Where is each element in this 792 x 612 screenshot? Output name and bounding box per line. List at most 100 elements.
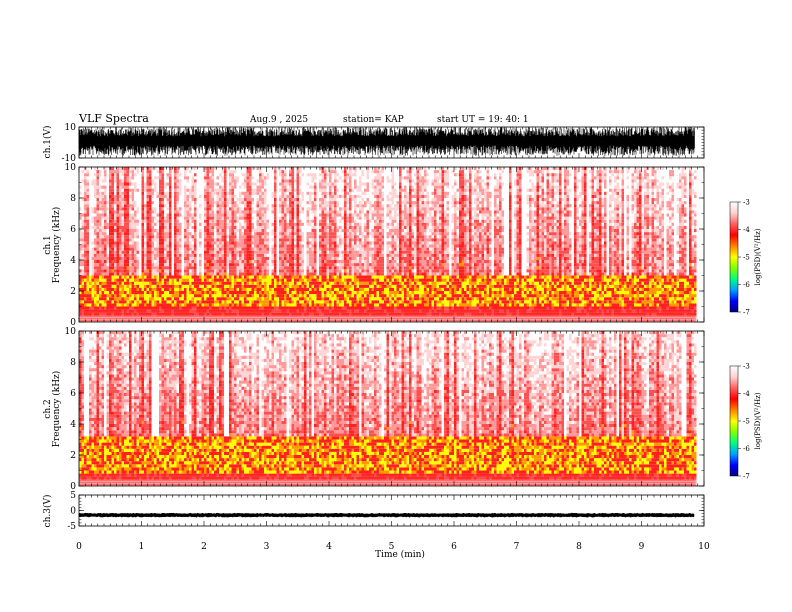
spectrogram-cell (86, 229, 89, 233)
spectrogram-cell (284, 173, 287, 177)
spectrogram-cell (141, 182, 144, 186)
spectrogram-cell (251, 266, 254, 270)
spectrogram-cell (94, 207, 97, 211)
spectrogram-cell (351, 229, 354, 233)
spectrogram-cell (279, 219, 282, 223)
spectrogram-cell (319, 198, 322, 202)
spectrogram-cell (289, 213, 292, 217)
spectrogram-cell (334, 176, 337, 180)
spectrogram-cell (299, 260, 302, 264)
spectrogram-cell (259, 287, 262, 291)
spectrogram-cell (366, 278, 369, 282)
spectrogram-cell (121, 198, 124, 202)
spectrogram-cell (79, 185, 82, 189)
spectrogram-cell (184, 204, 187, 208)
spectrogram-cell (244, 232, 247, 236)
spectrogram-cell (241, 241, 244, 245)
spectrogram-cell (301, 275, 304, 279)
spectrogram-cell (274, 235, 277, 239)
spectrogram-cell (281, 204, 284, 208)
spectrogram-cell (359, 278, 362, 282)
spectrogram-cell (216, 266, 219, 270)
spectrogram-cell (91, 210, 94, 214)
spectrogram-cell (154, 210, 157, 214)
spectrogram-cell (96, 210, 99, 214)
spectrogram-cell (114, 263, 117, 267)
spectrogram-cell (136, 275, 139, 279)
spectrogram-cell (289, 210, 292, 214)
spectrogram-cell (169, 294, 172, 298)
spectrogram-cell (116, 213, 119, 217)
spectrogram-cell (154, 303, 157, 307)
spectrogram-cell (346, 281, 349, 285)
spectrogram-cell (171, 284, 174, 288)
spectrogram-cell (129, 272, 132, 276)
spectrogram-cell (306, 256, 309, 260)
spectrogram-cell (119, 182, 122, 186)
spectrogram-cell (211, 253, 214, 257)
spectrogram-cell (139, 303, 142, 307)
spectrogram-cell (134, 275, 137, 279)
spectrogram-cell (249, 191, 252, 195)
spectrogram-cell (111, 235, 114, 239)
spectrogram-cell (111, 176, 114, 180)
spectrogram-cell (219, 250, 222, 254)
spectrogram-cell (261, 235, 264, 239)
spectrogram-cell (129, 219, 132, 223)
spectrogram-cell (119, 247, 122, 251)
spectrogram-cell (319, 287, 322, 291)
spectrogram-cell (164, 232, 167, 236)
spectrogram-cell (134, 303, 137, 307)
spectrogram-cell (146, 216, 149, 220)
spectrogram-cell (211, 222, 214, 226)
spectrogram-cell (161, 229, 164, 233)
spectrogram-cell (296, 235, 299, 239)
spectrogram-cell (216, 188, 219, 192)
spectrogram-cell (246, 297, 249, 301)
spectrogram-cell (141, 300, 144, 304)
spectrogram-cell (354, 210, 357, 214)
spectrogram-cell (94, 182, 97, 186)
spectrogram-cell (221, 291, 224, 295)
spectrogram-cell (224, 191, 227, 195)
spectrogram-cell (126, 291, 129, 295)
spectrogram-cell (131, 198, 134, 202)
spectrogram-cell (229, 294, 232, 298)
spectrogram-cell (329, 250, 332, 254)
spectrogram-cell (134, 173, 137, 177)
spectrogram-cell (309, 194, 312, 198)
spectrogram-cell (109, 263, 112, 267)
spectrogram-cell (206, 291, 209, 295)
spectrogram-cell (281, 253, 284, 257)
spectrogram-cell (359, 294, 362, 298)
spectrogram-cell (161, 272, 164, 276)
spectrogram-cell (161, 303, 164, 307)
spectrogram-cell (131, 238, 134, 242)
spectrogram-cell (346, 297, 349, 301)
spectrogram-cell (231, 284, 234, 288)
spectrogram-cell (221, 241, 224, 245)
spectrogram-cell (264, 198, 267, 202)
spectrogram-cell (184, 173, 187, 177)
spectrogram-cell (119, 263, 122, 267)
spectrogram-cell (349, 191, 352, 195)
spectrogram-cell (204, 306, 207, 310)
spectrogram-cell (269, 312, 272, 316)
spectrogram-cell (166, 263, 169, 267)
spectrogram-cell (214, 250, 217, 254)
spectrogram-cell (106, 216, 109, 220)
spectrogram-cell (254, 188, 257, 192)
spectrogram-cell (241, 213, 244, 217)
spectrogram-cell (254, 284, 257, 288)
spectrogram-cell (229, 303, 232, 307)
spectrogram-cell (189, 241, 192, 245)
spectrogram-cell (119, 167, 122, 171)
spectrogram-cell (204, 244, 207, 248)
spectrogram-cell (211, 275, 214, 279)
spectrogram-cell (354, 275, 357, 279)
spectrogram-cell (166, 291, 169, 295)
spectrogram-cell (144, 272, 147, 276)
spectrogram-cell (169, 256, 172, 260)
spectrogram-cell (151, 235, 154, 239)
